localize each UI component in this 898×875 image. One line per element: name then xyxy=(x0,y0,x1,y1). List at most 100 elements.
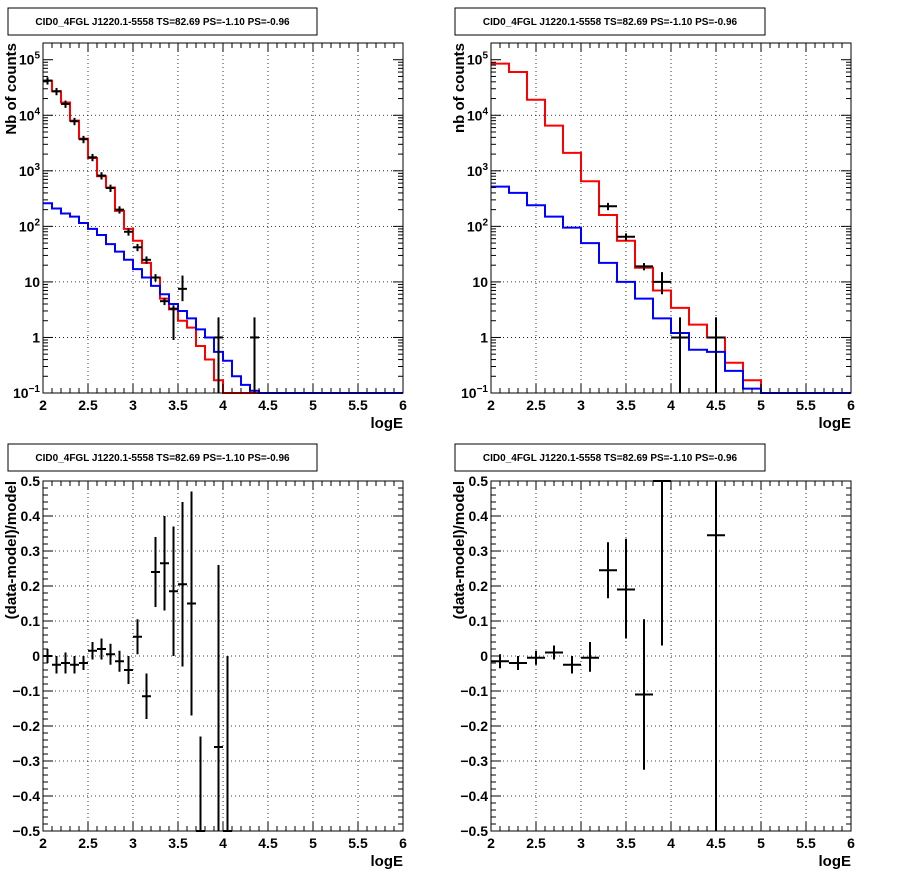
data-point xyxy=(52,87,61,96)
x-tick-label: 6 xyxy=(847,835,855,851)
y-tick-label: 103 xyxy=(467,162,489,179)
x-tick-label: 5 xyxy=(757,835,765,851)
y-tick-label: 10−1 xyxy=(461,384,488,401)
data-point xyxy=(160,516,169,611)
y-tick-label: 105 xyxy=(19,51,41,68)
y-tick-label: −0.2 xyxy=(12,718,40,734)
data-point xyxy=(178,275,187,302)
x-tick-label: 5 xyxy=(309,397,317,413)
x-tick-label: 5.5 xyxy=(348,397,368,413)
plot-area xyxy=(491,480,725,831)
x-tick-label: 3 xyxy=(129,397,137,413)
chart-title: CID0_4FGL J1220.1-5558 TS=82.69 PS=-1.10… xyxy=(483,453,738,464)
x-axis-label: logE xyxy=(819,415,852,432)
data-point xyxy=(124,228,133,236)
data-point xyxy=(151,537,160,607)
data-point xyxy=(97,638,106,660)
data-point xyxy=(70,656,79,674)
chart-2: CID0_4FGL J1220.1-5558 TS=82.69 PS=-1.10… xyxy=(451,7,855,432)
y-tick-label: 1 xyxy=(480,329,488,345)
y-axis-label: (data-model)/model xyxy=(3,481,20,619)
y-tick-label: 0.5 xyxy=(469,473,489,489)
chart-title: CID0_4FGL J1220.1-5558 TS=82.69 PS=-1.10… xyxy=(35,453,290,464)
chart-4: CID0_4FGL J1220.1-5558 TS=82.69 PS=-1.10… xyxy=(451,443,855,870)
x-tick-label: 2.5 xyxy=(526,835,546,851)
x-tick-label: 6 xyxy=(399,835,407,851)
x-tick-label: 5 xyxy=(757,397,765,413)
y-tick-label: 10−1 xyxy=(13,384,40,401)
data-point xyxy=(187,491,196,716)
x-tick-label: 3.5 xyxy=(616,835,636,851)
data-point xyxy=(88,642,97,660)
y-tick-label: −0.3 xyxy=(12,753,40,769)
data-point xyxy=(617,233,635,241)
y-tick-label: 10 xyxy=(24,274,40,290)
x-axis-label: logE xyxy=(819,853,852,870)
y-tick-label: −0.4 xyxy=(12,788,40,804)
data-point xyxy=(653,272,671,295)
y-tick-label: −0.5 xyxy=(12,823,40,839)
data-point xyxy=(250,317,259,393)
x-tick-label: 4.5 xyxy=(706,397,726,413)
x-tick-label: 5.5 xyxy=(796,397,816,413)
x-tick-label: 6 xyxy=(399,397,407,413)
data-point xyxy=(169,305,178,340)
data-point xyxy=(43,77,52,85)
y-tick-label: 0.3 xyxy=(21,543,41,559)
y-axis-label: nb of counts xyxy=(451,43,468,133)
x-tick-label: 4 xyxy=(219,835,227,851)
data-point xyxy=(79,656,88,670)
x-tick-label: 2.5 xyxy=(526,397,546,413)
data-point xyxy=(545,645,563,660)
y-axis-label: (data-model)/model xyxy=(451,481,468,619)
y-tick-label: 0.1 xyxy=(469,613,489,629)
y-tick-label: 0 xyxy=(32,648,40,664)
x-tick-label: 4.5 xyxy=(706,835,726,851)
data-point xyxy=(707,481,725,831)
title-box xyxy=(7,443,318,472)
y-tick-label: 0.1 xyxy=(21,613,41,629)
plot-area xyxy=(43,491,232,832)
data-point xyxy=(97,172,106,180)
y-tick-label: −0.4 xyxy=(460,788,488,804)
chart-title: CID0_4FGL J1220.1-5558 TS=82.69 PS=-1.10… xyxy=(35,17,290,28)
y-tick-label: −0.2 xyxy=(460,718,488,734)
data-point xyxy=(214,565,223,831)
y-tick-label: 0.4 xyxy=(469,508,489,524)
x-axis-label: logE xyxy=(371,853,404,870)
data-point xyxy=(223,656,232,832)
y-tick-label: 103 xyxy=(19,162,41,179)
title-box xyxy=(454,443,766,472)
y-tick-label: 10 xyxy=(472,274,488,290)
data-point xyxy=(106,643,115,665)
data-point xyxy=(671,317,689,393)
data-point xyxy=(70,117,79,126)
data-point xyxy=(563,656,581,674)
x-tick-label: 2 xyxy=(487,835,495,851)
x-tick-label: 2.5 xyxy=(78,397,98,413)
data-point xyxy=(599,202,617,211)
chart-title: CID0_4FGL J1220.1-5558 TS=82.69 PS=-1.10… xyxy=(483,17,738,28)
data-point xyxy=(617,538,635,639)
data-point xyxy=(142,673,151,719)
data-point xyxy=(491,654,509,669)
x-tick-label: 3 xyxy=(129,835,137,851)
data-point xyxy=(599,542,617,599)
x-tick-label: 4 xyxy=(219,397,227,413)
y-tick-label: 0.2 xyxy=(469,578,489,594)
y-tick-label: 0 xyxy=(480,648,488,664)
y-tick-label: 0.4 xyxy=(21,508,41,524)
x-tick-label: 2 xyxy=(39,397,47,413)
y-tick-label: 0.3 xyxy=(469,543,489,559)
y-tick-label: 104 xyxy=(467,106,489,123)
data-point xyxy=(581,642,599,672)
x-tick-label: 4 xyxy=(667,397,675,413)
x-axis-label: logE xyxy=(371,415,404,432)
x-tick-label: 3.5 xyxy=(168,397,188,413)
chart-3: CID0_4FGL J1220.1-5558 TS=82.69 PS=-1.10… xyxy=(3,443,407,870)
hist-series-1 xyxy=(491,62,851,394)
y-tick-label: 105 xyxy=(467,51,489,68)
data-point xyxy=(635,619,653,770)
y-tick-label: −0.5 xyxy=(460,823,488,839)
